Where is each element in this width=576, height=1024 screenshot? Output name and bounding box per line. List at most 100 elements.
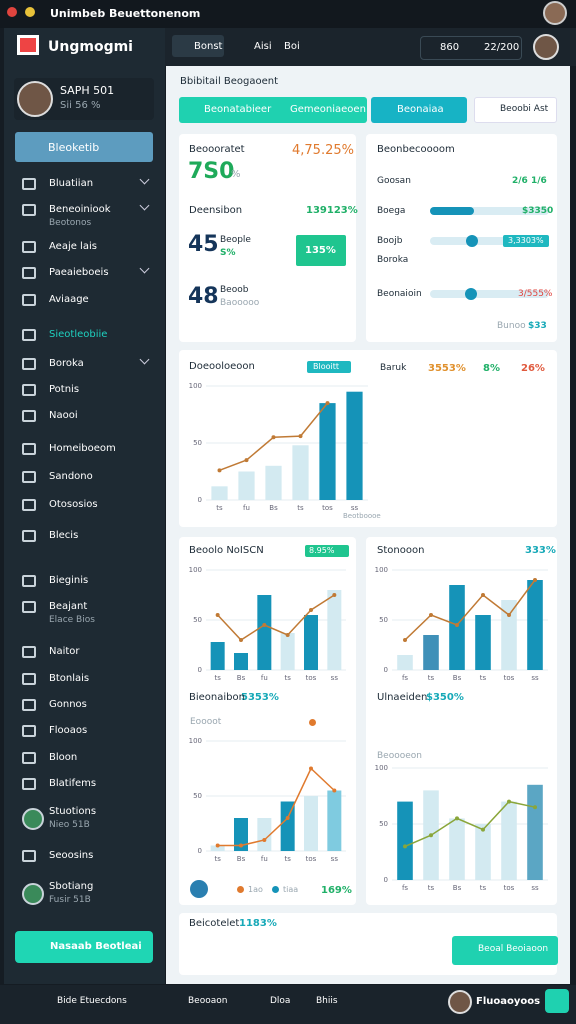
line-point	[325, 401, 330, 406]
close-dot[interactable]	[7, 7, 17, 17]
line-point	[309, 608, 313, 612]
slider[interactable]	[430, 207, 549, 215]
x-tick-label: ss	[331, 674, 339, 682]
nav-item[interactable]: Beajant	[49, 601, 88, 612]
slider-knob[interactable]	[465, 288, 477, 300]
bottom-avatar[interactable]	[448, 990, 472, 1014]
nav-icon	[22, 294, 36, 306]
line-point	[455, 623, 459, 627]
active-nav[interactable]	[15, 132, 153, 162]
line-point	[332, 788, 337, 793]
label: Bunoo	[497, 321, 526, 331]
bottom-user: Fluoaoyoos	[476, 996, 541, 1007]
bar	[327, 590, 342, 670]
value: 333%	[525, 545, 556, 556]
button-label: Beoobi Ast	[500, 104, 549, 114]
tertiary-button[interactable]	[474, 97, 557, 123]
nav-item[interactable]: Aeaje lais	[49, 241, 97, 252]
nav-item[interactable]: Sieotleobiie	[49, 329, 108, 340]
slider[interactable]	[430, 290, 549, 298]
slider-knob[interactable]	[466, 235, 478, 247]
nav-item[interactable]: Naitor	[49, 646, 80, 657]
nav-item[interactable]: Seoosins	[49, 850, 94, 861]
bar	[449, 585, 465, 670]
label: Deensibon	[189, 205, 243, 216]
x-tick-label: ts	[480, 884, 487, 892]
nav-icon	[22, 443, 36, 455]
footer-button[interactable]	[452, 936, 558, 965]
nav-item[interactable]: Paeaieboeis	[49, 267, 109, 278]
badge-text: 8.95%	[309, 546, 335, 555]
nav-item[interactable]: Aviaage	[49, 294, 89, 305]
sub: Baooooo	[220, 298, 260, 308]
bottom-item[interactable]: Bide Etuecdons	[57, 996, 127, 1006]
tab[interactable]: Bonst	[194, 41, 223, 52]
sidebar-button[interactable]	[15, 931, 153, 963]
nav-item[interactable]: Blatifems	[49, 778, 97, 789]
nav-item[interactable]: Bluatiian	[49, 178, 94, 189]
bar	[238, 471, 255, 500]
tab[interactable]: Boi	[284, 41, 300, 52]
x-tick-label: ts	[428, 884, 435, 892]
x-tick-label: tos	[504, 884, 515, 892]
search-pill[interactable]	[420, 36, 522, 60]
tab-active[interactable]	[172, 35, 224, 57]
label: Beople	[220, 235, 251, 245]
line-point	[285, 633, 290, 637]
button-label: Beonatabieer	[204, 104, 272, 115]
x-tick-label: ts	[428, 674, 435, 682]
nav-item[interactable]: Beneoiniook	[49, 204, 111, 215]
primary-button[interactable]	[179, 97, 367, 123]
line-point	[244, 458, 249, 463]
bar	[304, 796, 318, 851]
kpi: 45	[188, 232, 219, 257]
y-tick-label: 50	[193, 616, 202, 624]
bottom-item[interactable]: Bhiis	[316, 996, 338, 1006]
change: 4,75.25%	[292, 143, 354, 158]
min-dot[interactable]	[25, 7, 35, 17]
nav-item[interactable]: Sbotiang	[49, 881, 94, 892]
nav-item[interactable]: Naooi	[49, 410, 78, 421]
y-tick-label: 50	[193, 792, 202, 800]
logo	[17, 35, 39, 55]
bar	[319, 403, 336, 500]
secondary-button[interactable]	[371, 97, 467, 123]
nav-icon	[22, 530, 36, 542]
value: $350%	[426, 692, 464, 703]
nav-item[interactable]: Sandono	[49, 471, 93, 482]
tab[interactable]: Aisi	[254, 41, 272, 52]
value: 5353%	[241, 692, 279, 703]
line-point	[332, 593, 337, 597]
search-count: 22/200	[484, 42, 520, 53]
nav-item[interactable]: Blecis	[49, 530, 79, 541]
x-tick-label: tos	[322, 504, 333, 512]
bottom-item[interactable]: Beooaon	[188, 996, 228, 1006]
nav-item[interactable]: Potnis	[49, 384, 80, 395]
nav-item[interactable]: Btonlais	[49, 673, 90, 684]
bottom-button[interactable]	[545, 989, 569, 1013]
bar	[475, 824, 491, 880]
bar	[327, 790, 342, 851]
nav-item[interactable]: Boroka	[49, 358, 84, 369]
nav-icon	[22, 358, 36, 370]
bar	[397, 801, 413, 880]
y-tick-label: 100	[375, 566, 388, 574]
nav-item[interactable]: Bloon	[49, 752, 78, 763]
search-value: 860	[440, 42, 460, 53]
section-title: Bbibitail Beogaoent	[180, 76, 279, 87]
chart-title: Ulnaeiden	[377, 692, 428, 703]
nav-item[interactable]: Homeiboeom	[49, 443, 116, 454]
legend-dot	[309, 719, 316, 726]
nav-item[interactable]: Stuotions	[49, 806, 97, 817]
nav-item[interactable]: Gonnos	[49, 699, 87, 710]
nav-item[interactable]: Otososios	[49, 499, 98, 510]
line-point	[309, 766, 313, 771]
button-label[interactable]: Beoal Beoiaoon	[478, 944, 549, 954]
bottom-item[interactable]: Dloa	[270, 996, 291, 1006]
top-avatar[interactable]	[533, 34, 559, 60]
axis-note: Beotboooe	[343, 512, 381, 520]
nav-item[interactable]: Flooaos	[49, 725, 88, 736]
slider[interactable]	[430, 237, 549, 245]
avatar[interactable]	[543, 1, 567, 25]
nav-item[interactable]: Bieginis	[49, 575, 89, 586]
